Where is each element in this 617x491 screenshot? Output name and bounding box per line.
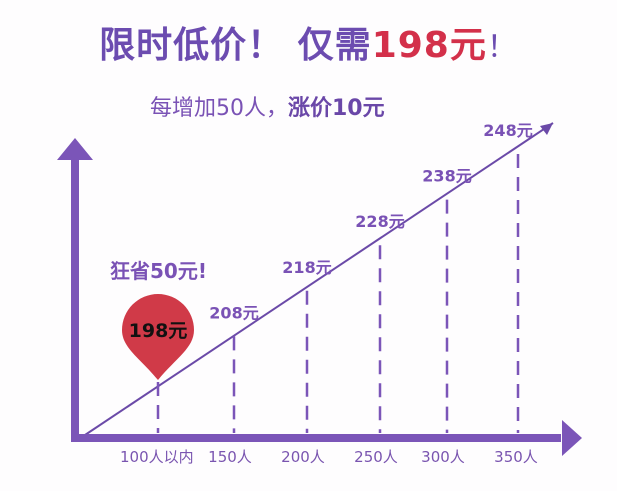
data-label: 228元 <box>355 212 404 231</box>
page-title: 限时低价！ 仅需198元！ <box>0 16 617 68</box>
subtitle-bold: 涨价10元 <box>288 96 385 121</box>
x-tick-label: 100人以内 <box>120 448 194 466</box>
savings-callout: 狂省50元! <box>110 259 207 283</box>
price-pin-icon <box>122 294 194 380</box>
x-tick-label: 300人 <box>421 448 465 466</box>
x-tick-label: 150人 <box>208 448 252 466</box>
trend-line <box>84 122 554 436</box>
x-tick-label: 350人 <box>494 448 538 466</box>
data-label: 208元 <box>209 303 258 322</box>
y-axis <box>71 155 79 442</box>
x-tick-label: 200人 <box>281 448 325 466</box>
data-label: 248元 <box>483 121 532 140</box>
x-axis-arrow-icon <box>562 420 582 456</box>
x-axis <box>71 434 561 442</box>
data-label-highlight: 198元 <box>129 320 188 342</box>
y-axis-arrow-icon <box>57 138 93 160</box>
data-label: 218元 <box>282 258 331 277</box>
data-label: 238元 <box>422 167 471 186</box>
title-price: 198元 <box>371 25 487 66</box>
trend-arrowhead <box>540 123 553 135</box>
title-exclaim: ！ <box>486 30 518 65</box>
x-tick-label: 250人 <box>354 448 398 466</box>
title-text: 限时低价！ 仅需 <box>99 25 372 66</box>
subtitle-text: 每增加50人， <box>150 96 288 121</box>
subtitle: 每增加50人，涨价10元 <box>150 90 385 122</box>
